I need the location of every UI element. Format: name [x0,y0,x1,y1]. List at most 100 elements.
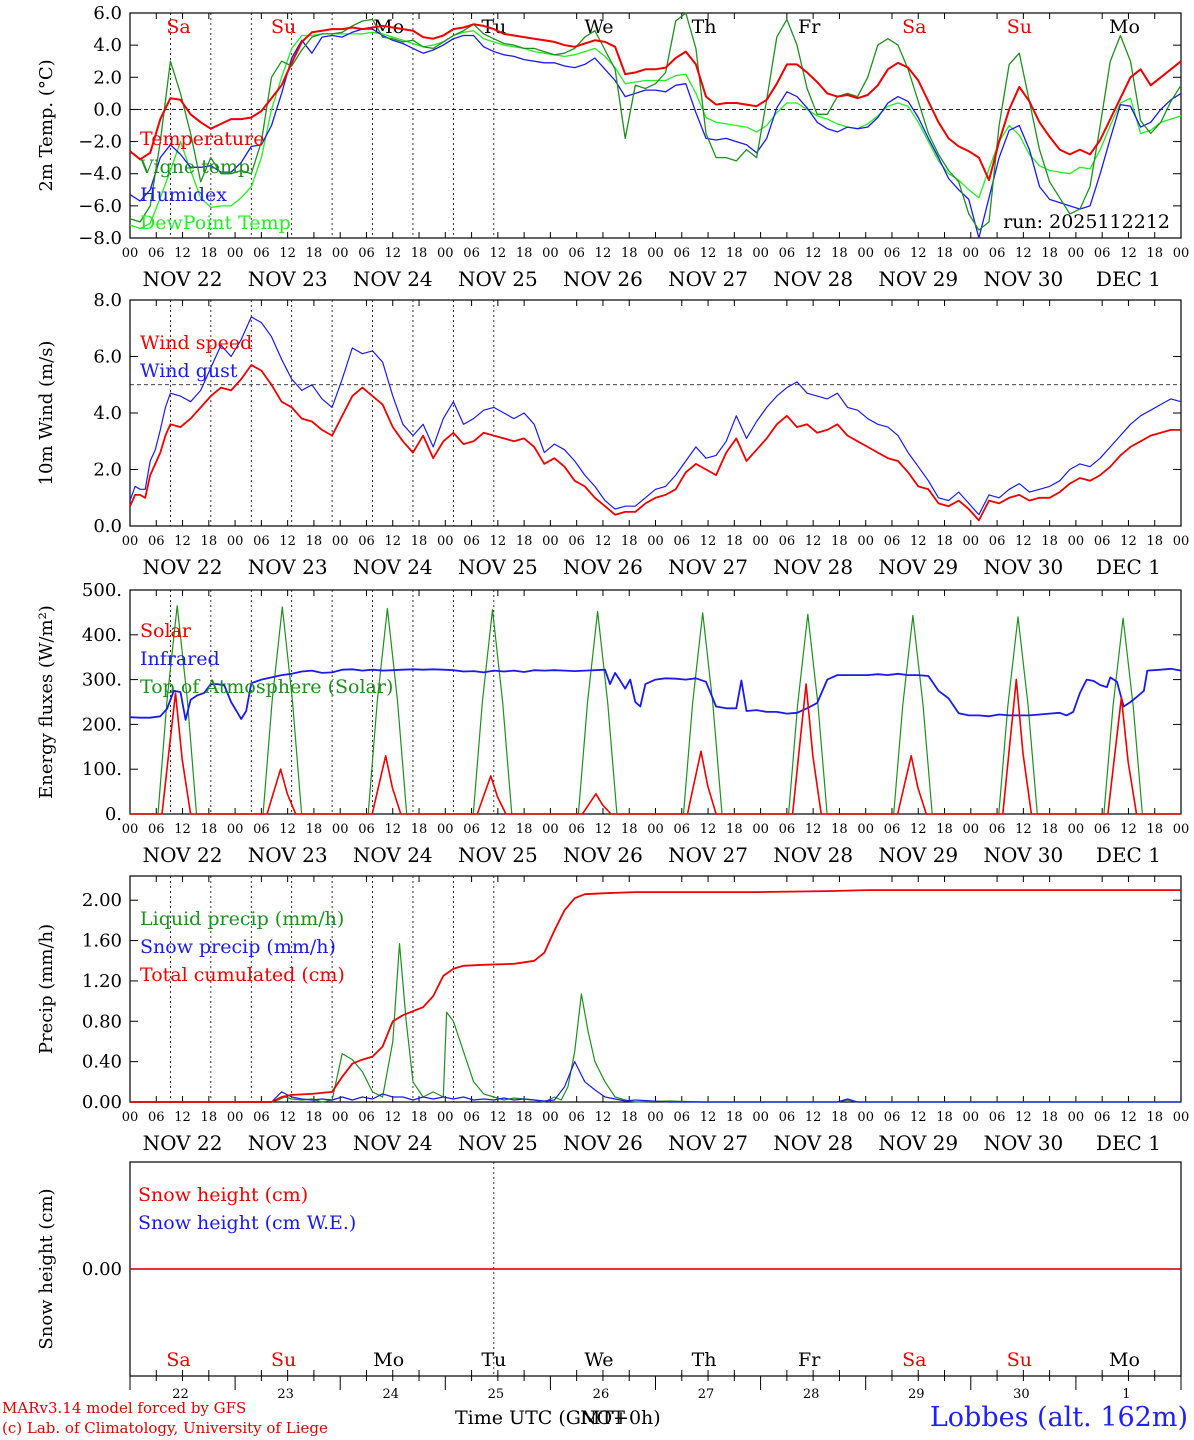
hour-tick-label: 12 [700,246,717,261]
day-label: NOV 24 [353,843,433,867]
day-label: DEC 1 [1096,1131,1161,1155]
hour-tick-label: 12 [1015,246,1032,261]
hour-tick-label: 06 [884,534,901,549]
hour-tick-label: 12 [595,1110,612,1125]
weekday-label: Sa [902,1349,926,1371]
y-tick-label: 1.60 [82,931,122,952]
day-number-label: 24 [382,1387,399,1402]
hour-tick-label: 12 [174,822,191,837]
hour-tick-label: 12 [279,534,296,549]
hour-tick-label: 12 [174,1110,191,1125]
hour-tick-label: 18 [831,534,848,549]
hour-tick-label: 18 [201,822,218,837]
hour-tick-label: 12 [700,534,717,549]
day-label: NOV 25 [458,267,538,291]
y-tick-label: 4.0 [93,403,122,424]
hour-tick-label: 12 [805,246,822,261]
series-line-wind-gust [129,316,1182,516]
hour-tick-label: 00 [437,534,454,549]
hour-tick-label: 06 [779,822,796,837]
day-label: NOV 27 [668,555,748,579]
hour-tick-label: 00 [857,534,874,549]
hour-tick-label: 12 [805,1110,822,1125]
hour-tick-label: 12 [700,822,717,837]
day-label: NOV 23 [248,555,328,579]
time-axis-label: Time UTC (GMT+0h) [455,1407,661,1429]
hour-tick-label: 00 [227,534,244,549]
hour-tick-label: 00 [647,822,664,837]
hour-tick-label: 12 [174,534,191,549]
hour-tick-label: 18 [306,1110,323,1125]
y-tick-label: 500. [82,580,122,601]
y-tick-label: 0. [105,804,122,825]
hour-tick-label: 06 [358,246,375,261]
hour-tick-label: 18 [621,246,638,261]
weekday-label: Tu [481,1349,506,1371]
hour-tick-label: 06 [674,822,691,837]
day-label: NOV 23 [248,843,328,867]
hour-tick-label: 12 [1015,822,1032,837]
day-label: DEC 1 [1096,267,1161,291]
day-label: DEC 1 [1096,555,1161,579]
hour-tick-label: 00 [122,822,139,837]
hour-tick-label: 12 [1120,534,1137,549]
hour-tick-label: 18 [516,534,533,549]
hour-tick-label: 18 [831,246,848,261]
hour-tick-label: 06 [253,246,270,261]
hour-tick-label: 18 [1041,246,1058,261]
day-label: NOV 24 [353,555,433,579]
hour-tick-label: 18 [411,534,428,549]
hour-tick-label: 00 [857,246,874,261]
hour-tick-label: 06 [253,1110,270,1125]
hour-tick-label: 06 [884,822,901,837]
y-tick-label: 4.0 [93,35,122,56]
hour-tick-label: 06 [884,1110,901,1125]
hour-tick-label: 12 [910,246,927,261]
hour-tick-label: 12 [805,534,822,549]
hour-tick-label: 06 [1094,1110,1111,1125]
day-label: NOV 28 [773,267,853,291]
day-number-label: 30 [1013,1387,1030,1402]
hour-tick-label: 12 [1120,822,1137,837]
hour-tick-label: 00 [1068,246,1085,261]
hour-tick-label: 06 [779,1110,796,1125]
hour-tick-label: 12 [1120,1110,1137,1125]
hour-tick-label: 12 [384,246,401,261]
weekday-label: Mo [1109,1349,1140,1371]
hour-tick-label: 12 [595,246,612,261]
hour-tick-label: 18 [726,1110,743,1125]
hour-tick-label: 12 [279,1110,296,1125]
hour-tick-label: 06 [884,246,901,261]
hour-tick-label: 12 [279,246,296,261]
legend-entry: DewPoint Temp [140,212,291,234]
weekday-label: Sa [166,1349,190,1371]
y-tick-label: 1.20 [82,971,122,992]
hour-tick-label: 18 [201,534,218,549]
hour-tick-label: 18 [1146,534,1163,549]
hour-tick-label: 06 [148,1110,165,1125]
day-number-label: 28 [803,1387,820,1402]
day-label: NOV 23 [248,1131,328,1155]
weekday-label: Th [692,1349,717,1371]
day-label: NOV 25 [458,555,538,579]
day-label: NOV 24 [353,267,433,291]
series-line-temperature [129,23,1182,182]
weekday-label: Su [1007,1349,1032,1371]
hour-tick-label: 06 [358,534,375,549]
legend-entry: Temperature [140,128,264,150]
hour-tick-label: 06 [1094,822,1111,837]
legend-entry: Humidex [140,184,227,206]
hour-tick-label: 00 [122,534,139,549]
hour-tick-label: 18 [936,822,953,837]
hour-tick-label: 18 [936,534,953,549]
hour-tick-label: 18 [726,246,743,261]
hour-tick-label: 18 [936,246,953,261]
day-label: NOV 24 [353,1131,433,1155]
hour-tick-label: 18 [516,246,533,261]
hour-tick-label: 06 [148,246,165,261]
hour-tick-label: 18 [1146,1110,1163,1125]
series-line-vigne-temp [129,12,1182,231]
hour-tick-label: 06 [463,534,480,549]
y-axis-label: 2m Temp. (°C) [36,59,57,191]
weekday-label: Su [1007,16,1032,38]
